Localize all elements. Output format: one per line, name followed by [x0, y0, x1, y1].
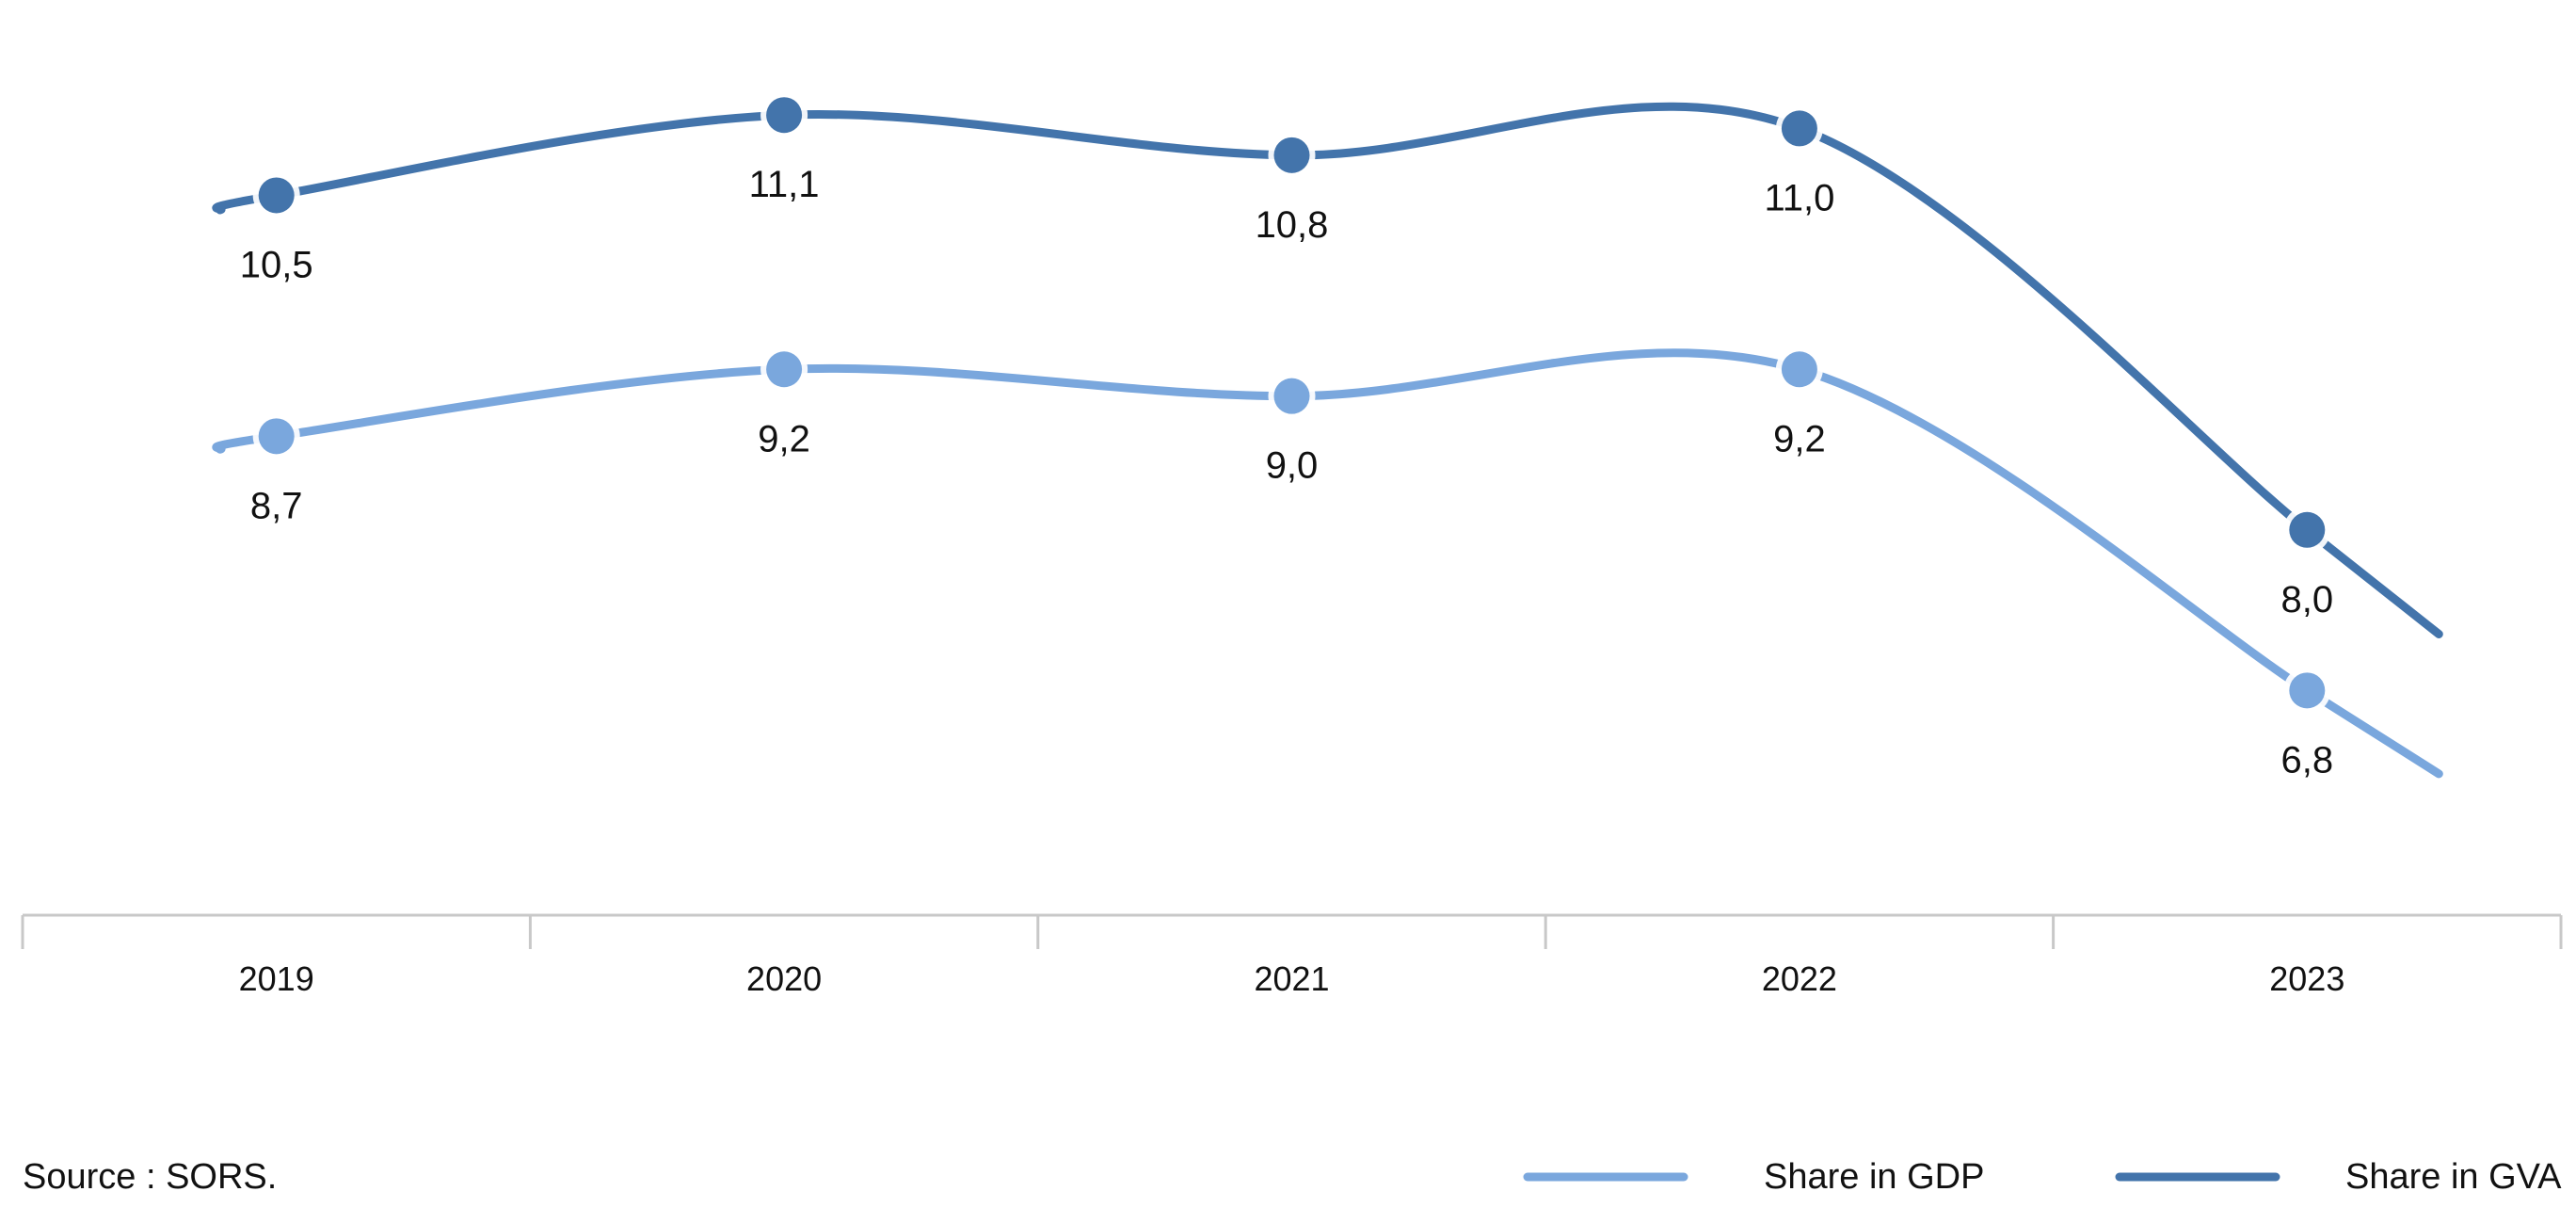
data-label: 9,0 [1266, 445, 1319, 487]
x-tick-label: 2022 [1762, 959, 1837, 998]
x-axis: 2019 2020 2021 2022 2023 [21, 913, 2563, 998]
data-label: 10,5 [240, 244, 313, 285]
series-line-share-in-gva [212, 102, 2443, 638]
data-point-share-in-gva-2023 [2289, 511, 2326, 548]
legend-item-share-in-gdp: Share in GDP [1523, 1157, 1984, 1197]
data-point-share-in-gva-2019 [258, 177, 295, 214]
data-label: 8,7 [250, 485, 303, 526]
data-point-share-in-gdp-2020 [766, 351, 803, 388]
data-label: 9,2 [758, 418, 810, 459]
data-label: 6,8 [2280, 739, 2333, 781]
data-label: 10,8 [1256, 204, 1329, 246]
data-point-share-in-gdp-2019 [258, 418, 295, 455]
data-label: 11,0 [1764, 177, 1834, 218]
data-point-share-in-gva-2022 [1781, 110, 1817, 147]
legend: Share in GDP Share in GVA [1523, 1157, 2562, 1197]
legend-label: Share in GDP [1764, 1157, 1984, 1197]
data-label: 9,2 [1773, 418, 1826, 459]
series-line-share-in-gdp [212, 348, 2443, 779]
x-tick-label: 2023 [2269, 959, 2344, 998]
data-label: 11,1 [749, 164, 820, 205]
x-tick-label: 2020 [746, 959, 822, 998]
legend-label: Share in GVA [2345, 1157, 2562, 1197]
data-labels-layer: 8,7 9,2 9,0 9,2 6,8 10,5 11,1 10,8 11,0 8,0 [240, 164, 2333, 781]
data-label: 8,0 [2280, 579, 2333, 620]
x-tick-label: 2019 [239, 959, 314, 998]
data-point-share-in-gdp-2021 [1273, 378, 1310, 414]
data-point-share-in-gva-2020 [766, 97, 803, 134]
data-point-share-in-gva-2021 [1273, 137, 1310, 173]
legend-item-share-in-gva: Share in GVA [2115, 1157, 2562, 1197]
source-note: Source : SORS. [23, 1157, 277, 1197]
data-point-share-in-gdp-2022 [1781, 351, 1817, 388]
data-point-share-in-gdp-2023 [2289, 672, 2326, 709]
x-tick-label: 2021 [1254, 959, 1329, 998]
points-layer [252, 91, 2331, 715]
